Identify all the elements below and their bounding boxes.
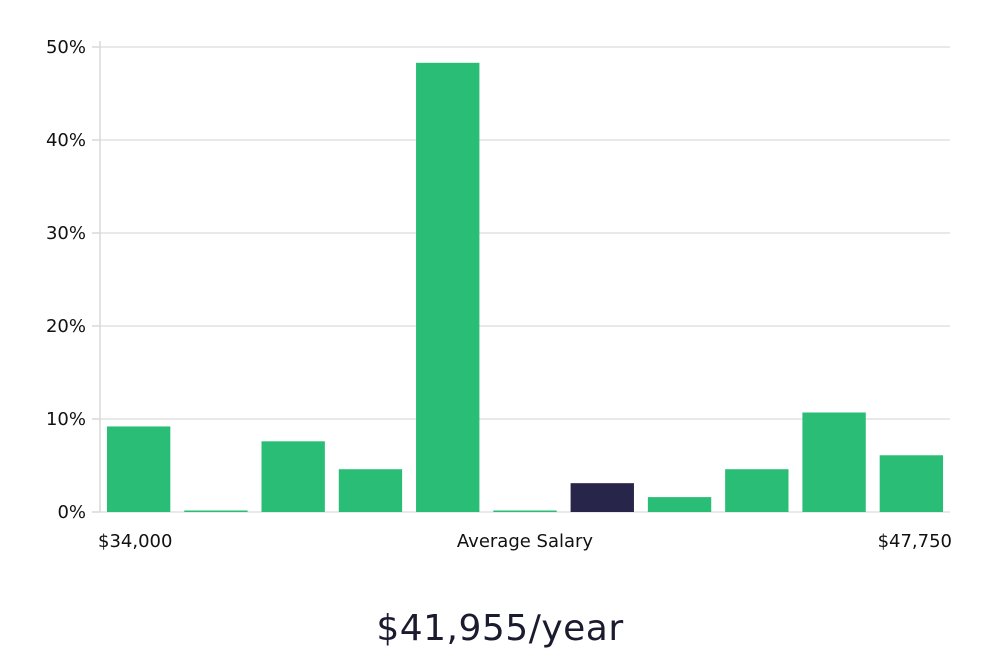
- y-tick-label: 10%: [46, 409, 86, 430]
- bars: [106, 62, 944, 513]
- bar: [725, 469, 789, 512]
- y-tick-label: 40%: [46, 130, 86, 151]
- salary-distribution-chart: 0% 10% 20% 30% 40% 50% $34,000 Average Salary…: [46, 37, 952, 552]
- y-tick-label: 30%: [46, 223, 86, 244]
- bar: [338, 469, 403, 512]
- bar-highlighted: [570, 483, 634, 512]
- bar: [416, 62, 480, 513]
- y-axis-ticks: 0% 10% 20% 30% 40% 50%: [46, 37, 100, 523]
- bar: [647, 497, 712, 512]
- bar: [493, 510, 557, 512]
- x-axis-title: Average Salary: [457, 531, 594, 552]
- y-tick-label: 50%: [46, 37, 86, 58]
- bar: [106, 426, 171, 512]
- y-tick-label: 0%: [57, 502, 86, 523]
- average-salary-value: $41,955/year: [376, 608, 624, 649]
- bar: [184, 510, 248, 512]
- bar: [802, 412, 866, 512]
- x-min-label: $34,000: [98, 531, 172, 552]
- x-max-label: $47,750: [878, 531, 952, 552]
- bar: [261, 441, 325, 512]
- y-tick-label: 20%: [46, 316, 86, 337]
- bar: [879, 455, 944, 512]
